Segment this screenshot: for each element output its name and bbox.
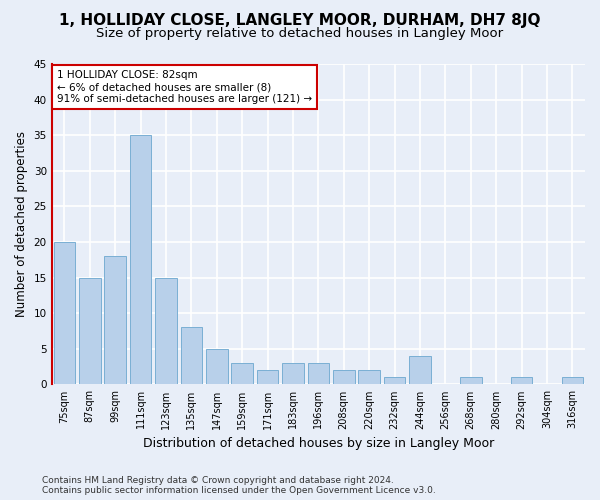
- Bar: [384, 378, 406, 384]
- Bar: [130, 135, 151, 384]
- Text: 1, HOLLIDAY CLOSE, LANGLEY MOOR, DURHAM, DH7 8JQ: 1, HOLLIDAY CLOSE, LANGLEY MOOR, DURHAM,…: [59, 12, 541, 28]
- Y-axis label: Number of detached properties: Number of detached properties: [15, 131, 28, 317]
- Bar: [155, 278, 177, 384]
- Bar: [409, 356, 431, 384]
- Text: Size of property relative to detached houses in Langley Moor: Size of property relative to detached ho…: [97, 28, 503, 40]
- Bar: [257, 370, 278, 384]
- Bar: [308, 363, 329, 384]
- Bar: [206, 349, 227, 384]
- Bar: [562, 378, 583, 384]
- Text: 1 HOLLIDAY CLOSE: 82sqm
← 6% of detached houses are smaller (8)
91% of semi-deta: 1 HOLLIDAY CLOSE: 82sqm ← 6% of detached…: [57, 70, 312, 104]
- Bar: [358, 370, 380, 384]
- Bar: [79, 278, 101, 384]
- X-axis label: Distribution of detached houses by size in Langley Moor: Distribution of detached houses by size …: [143, 437, 494, 450]
- Bar: [460, 378, 482, 384]
- Bar: [333, 370, 355, 384]
- Bar: [282, 363, 304, 384]
- Bar: [181, 328, 202, 384]
- Bar: [232, 363, 253, 384]
- Bar: [104, 256, 126, 384]
- Text: Contains HM Land Registry data © Crown copyright and database right 2024.
Contai: Contains HM Land Registry data © Crown c…: [42, 476, 436, 495]
- Bar: [511, 378, 532, 384]
- Bar: [53, 242, 75, 384]
